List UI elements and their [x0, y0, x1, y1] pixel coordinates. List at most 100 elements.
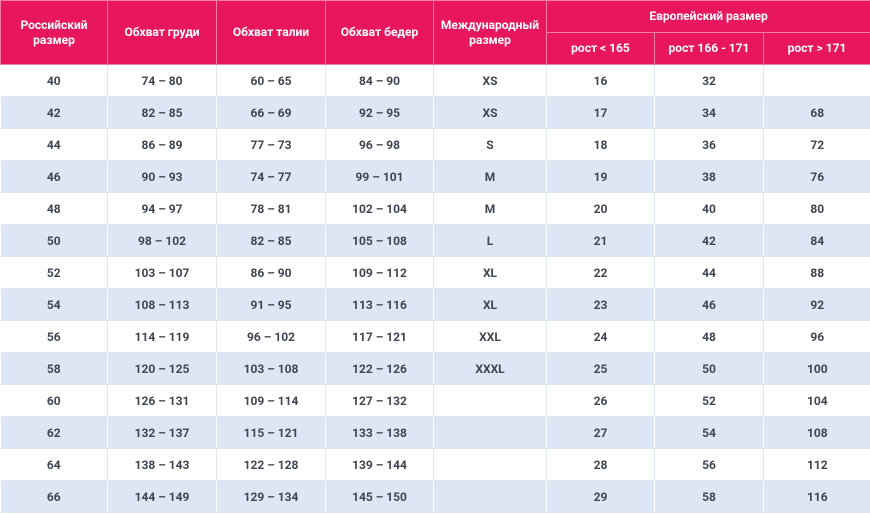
header-cell: Европейский размер [545, 0, 870, 33]
table-cell: 86 – 90 [216, 256, 326, 289]
table-cell: 60 [0, 384, 108, 417]
table-cell: 103 – 108 [216, 352, 326, 385]
table-cell: 112 [763, 448, 870, 481]
table-cell: 56 [654, 448, 764, 481]
table-cell: 18 [546, 128, 655, 161]
table-cell: 132 – 137 [107, 416, 217, 449]
table-row: 46 90 – 93 74 – 77 99 – 101 M 19 38 76 [0, 160, 870, 193]
table-row: 66 144 – 149 129 – 134 145 – 150 29 58 116 [0, 480, 870, 513]
table-cell: 88 [763, 256, 870, 289]
table-cell: 34 [654, 96, 764, 129]
table-cell: XS [433, 64, 547, 97]
table-cell: 144 – 149 [107, 480, 217, 513]
table-cell: XS [433, 96, 547, 129]
table-cell: 44 [0, 128, 108, 161]
table-cell: 80 [763, 192, 870, 225]
table-body: 40 74 – 80 60 – 65 84 – 90 XS 16 32 42 82 – 85 66… [0, 64, 870, 513]
table-cell [433, 384, 547, 417]
table-cell: 100 [763, 352, 870, 385]
table-cell: 23 [546, 288, 655, 321]
table-cell: 96 – 98 [325, 128, 434, 161]
table-cell: 46 [0, 160, 108, 193]
table-cell: 84 – 90 [325, 64, 434, 97]
table-cell [433, 480, 547, 513]
table-row: 44 86 – 89 77 – 73 96 – 98 S 18 36 72 [0, 128, 870, 161]
table-header: Российский размер Обхват груди Обхват тали… [0, 0, 870, 65]
table-cell: 133 – 138 [325, 416, 434, 449]
table-cell: 126 – 131 [107, 384, 217, 417]
table-cell: 44 [654, 256, 764, 289]
table-cell: 36 [654, 128, 764, 161]
table-row: 64 138 – 143 122 – 128 139 – 144 28 56 112 [0, 448, 870, 481]
table-cell: 96 – 102 [216, 320, 326, 353]
table-cell: 48 [0, 192, 108, 225]
table-cell: 42 [654, 224, 764, 257]
table-cell: 46 [654, 288, 764, 321]
table-cell: 122 – 128 [216, 448, 326, 481]
header-row: Российский размер Обхват груди Обхват тали… [0, 0, 870, 65]
table-cell: 103 – 107 [107, 256, 217, 289]
table-cell: 115 – 121 [216, 416, 326, 449]
table-cell [763, 64, 870, 97]
table-cell: 86 – 89 [107, 128, 217, 161]
table-cell: 90 – 93 [107, 160, 217, 193]
table-cell: 66 – 69 [216, 96, 326, 129]
table-cell: 21 [546, 224, 655, 257]
table-cell: 54 [0, 288, 108, 321]
table-cell: 82 – 85 [216, 224, 326, 257]
table-cell: 92 [763, 288, 870, 321]
table-cell: 64 [0, 448, 108, 481]
table-cell: 50 [654, 352, 764, 385]
table-row: 58 120 – 125 103 – 108 122 – 126 XXXL 25 50 100 [0, 352, 870, 385]
table-cell: 19 [546, 160, 655, 193]
table-cell [433, 448, 547, 481]
table-cell: 102 – 104 [325, 192, 434, 225]
table-cell: 42 [0, 96, 108, 129]
subheader-cell: рост < 165 [546, 32, 655, 65]
table-cell: 91 – 95 [216, 288, 326, 321]
header-row: рост < 165 рост 166 - 171 рост > 171 [1, 32, 870, 65]
table-cell: 98 – 102 [107, 224, 217, 257]
table-cell: 120 – 125 [107, 352, 217, 385]
table-cell: 94 – 97 [107, 192, 217, 225]
table-cell: 24 [546, 320, 655, 353]
table-cell: 104 [763, 384, 870, 417]
table-cell: 129 – 134 [216, 480, 326, 513]
table-cell: 38 [654, 160, 764, 193]
table-cell: 16 [546, 64, 655, 97]
table-cell: 48 [654, 320, 764, 353]
table-row: 42 82 – 85 66 – 69 92 – 95 XS 17 34 68 [0, 96, 870, 129]
header-cell: Обхват талии [216, 0, 326, 65]
table-row: 40 74 – 80 60 – 65 84 – 90 XS 16 32 [0, 64, 870, 97]
table-cell: 27 [546, 416, 655, 449]
header-cell: Обхват груди [107, 0, 217, 65]
table-cell: 82 – 85 [107, 96, 217, 129]
table-cell: 117 – 121 [325, 320, 434, 353]
table-cell: 40 [0, 64, 108, 97]
table-row: 50 98 – 102 82 – 85 105 – 108 L 21 42 84 [0, 224, 870, 257]
table-cell: 116 [763, 480, 870, 513]
table-cell: 25 [546, 352, 655, 385]
table-cell: 122 – 126 [325, 352, 434, 385]
table-cell: 145 – 150 [325, 480, 434, 513]
table-cell: 84 [763, 224, 870, 257]
table-cell: 22 [546, 256, 655, 289]
table-cell: 92 – 95 [325, 96, 434, 129]
table-cell: M [433, 192, 547, 225]
table-cell: 62 [0, 416, 108, 449]
table-cell: XXXL [433, 352, 547, 385]
table-cell: 58 [654, 480, 764, 513]
table-cell: 113 – 116 [325, 288, 434, 321]
table-row: 60 126 – 131 109 – 114 127 – 132 26 52 104 [0, 384, 870, 417]
table-cell: 52 [0, 256, 108, 289]
table-cell: 32 [654, 64, 764, 97]
table-row: 56 114 – 119 96 – 102 117 – 121 XXL 24 48 96 [0, 320, 870, 353]
table-cell: 68 [763, 96, 870, 129]
table-cell: 74 – 77 [216, 160, 326, 193]
table-row: 62 132 – 137 115 – 121 133 – 138 27 54 108 [0, 416, 870, 449]
table-cell: XL [433, 288, 547, 321]
table-cell: 20 [546, 192, 655, 225]
table-cell: 54 [654, 416, 764, 449]
